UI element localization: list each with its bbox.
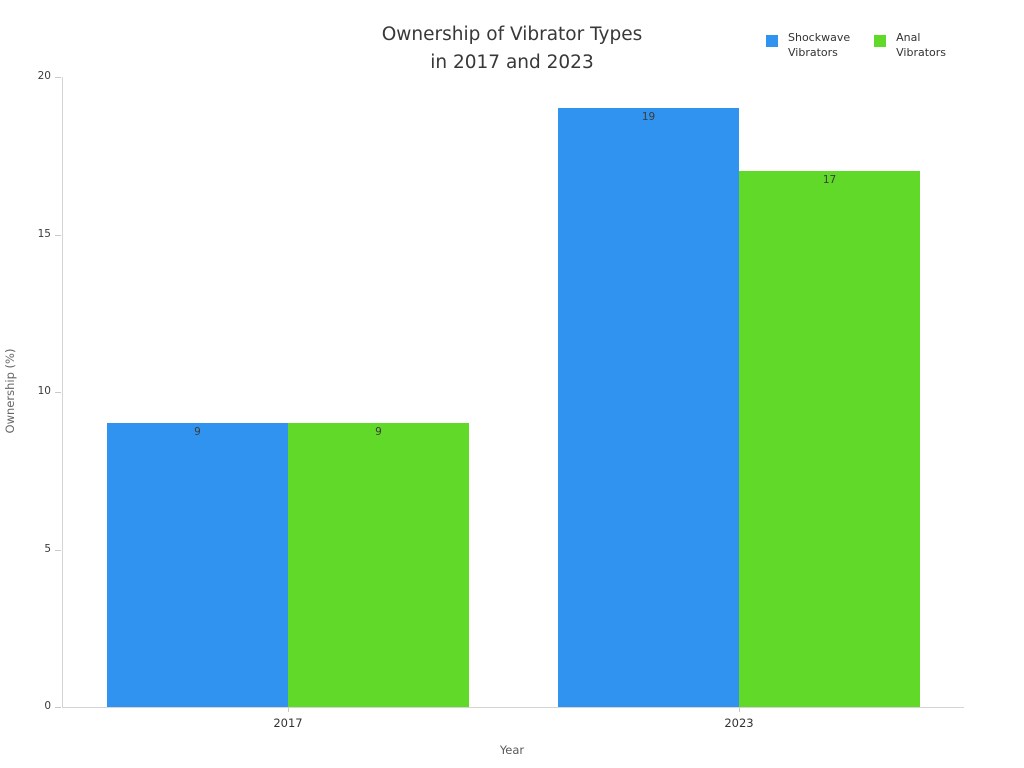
y-tick-label: 15 — [37, 228, 51, 240]
chart-title: Ownership of Vibrator Types in 2017 and … — [0, 21, 1024, 77]
y-tick-mark — [55, 550, 61, 551]
legend-item-shockwave-vibrators: Shockwave Vibrators — [766, 30, 850, 60]
y-tick-mark — [55, 392, 61, 393]
bar-shockwave-vibrators-2023 — [558, 108, 739, 707]
legend-label-shockwave-line2: Vibrators — [788, 46, 838, 59]
x-axis-title: Year — [499, 743, 525, 757]
legend-item-anal-vibrators: Anal Vibrators — [874, 30, 946, 60]
legend-swatch-shockwave-icon — [766, 35, 778, 47]
x-tick-mark — [288, 707, 289, 712]
y-tick-label: 5 — [44, 543, 51, 555]
y-tick-label: 10 — [37, 385, 51, 397]
x-tick-label: 2017 — [273, 716, 303, 730]
legend-label-shockwave-line1: Shockwave — [788, 31, 851, 44]
legend-label-anal-line2: Vibrators — [896, 46, 947, 59]
legend-label-shockwave: Shockwave Vibrators — [788, 30, 850, 60]
y-tick-label: 20 — [37, 70, 51, 82]
chart-title-line1: Ownership of Vibrator Types — [381, 24, 643, 45]
bar-anal-vibrators-2023 — [739, 171, 920, 707]
y-tick-mark — [55, 235, 61, 236]
y-axis-title: Ownership (%) — [3, 348, 17, 434]
legend-label-anal-line1: Anal — [896, 31, 921, 44]
plot-area: 0 5 10 15 20 9 9 2017 19 17 2023 — [38, 70, 964, 730]
legend-swatch-anal-icon — [874, 35, 887, 47]
bar-anal-vibrators-2017 — [288, 423, 469, 707]
x-tick-mark — [739, 707, 740, 712]
y-tick-label: 0 — [44, 700, 51, 712]
y-tick-mark — [55, 707, 61, 708]
legend: Shockwave Vibrators Anal Vibrators — [766, 30, 946, 60]
legend-label-anal: Anal Vibrators — [896, 30, 946, 60]
x-tick-label: 2023 — [724, 716, 754, 730]
bar-shockwave-vibrators-2017 — [107, 423, 288, 707]
y-tick-mark — [55, 77, 61, 78]
chart-title-line2: in 2017 and 2023 — [430, 52, 594, 73]
